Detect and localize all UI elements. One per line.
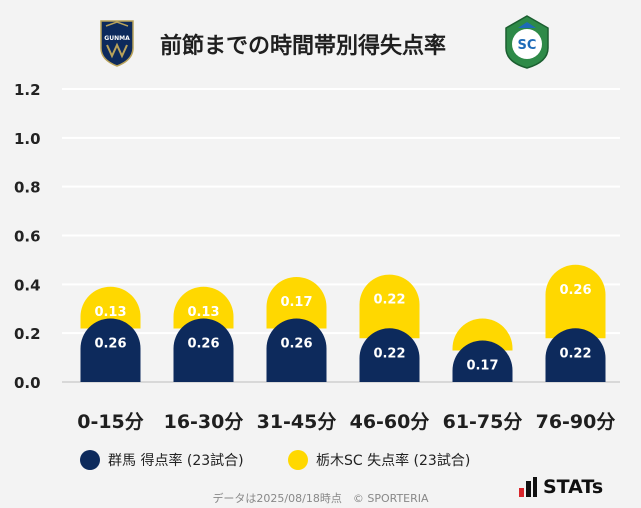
bar-tochigi [545, 264, 606, 339]
data-label-gunma: 0.17 [466, 358, 498, 373]
bar-gunma [173, 318, 234, 382]
stats-brand: STATs [518, 476, 603, 498]
y-tick-label: 0.6 [14, 228, 41, 246]
x-tick-label: 31-45分 [257, 411, 337, 433]
y-tick-label: 1.0 [14, 130, 41, 148]
legend-label-gunma: 群馬 得点率 (23試合) [108, 453, 244, 469]
x-tick-label: 0-15分 [77, 411, 144, 433]
x-tick-label: 46-60分 [350, 411, 430, 433]
bar-tochigi [173, 286, 234, 329]
bar-gunma [80, 318, 141, 382]
data-label-tochigi: 0.26 [559, 283, 591, 298]
data-date-note: データは2025/08/18時点 © SPORTERIA [212, 492, 429, 505]
data-label-tochigi: 0.17 [280, 295, 312, 310]
y-tick-label: 0.0 [14, 374, 41, 392]
stats-logo-icon [519, 477, 537, 497]
y-tick-label: 0.2 [14, 325, 41, 343]
bar-tochigi [80, 286, 141, 329]
bar-tochigi [359, 274, 420, 339]
tochigi-sc-crest-icon: SC [505, 15, 549, 69]
y-tick-label: 0.4 [14, 276, 41, 294]
data-label-gunma: 0.26 [187, 337, 219, 352]
tochigi-sc-crest-text: SC [518, 38, 537, 53]
data-label-tochigi: 0.22 [373, 293, 405, 308]
chart-header: GUNMA 前節までの時間帯別得失点率 SC [0, 0, 641, 80]
bar-gunma [545, 328, 606, 382]
bar-gunma [359, 328, 420, 382]
chart-title: 前節までの時間帯別得失点率 [160, 34, 447, 59]
x-tick-label: 61-75分 [443, 411, 523, 433]
bar-gunma [266, 318, 327, 382]
x-tick-label: 76-90分 [536, 411, 616, 433]
data-label-gunma: 0.22 [373, 346, 405, 361]
legend-swatch-tochigi [288, 450, 308, 470]
gunma-crest-text: GUNMA [104, 35, 130, 42]
data-label-tochigi: 0.13 [94, 305, 126, 320]
legend-label-tochigi: 栃木SC 失点率 (23試合) [316, 453, 471, 469]
data-label-tochigi: 0.13 [187, 305, 219, 320]
x-tick-label: 16-30分 [164, 411, 244, 433]
chart-canvas: 0.0 0.2 0.4 0.6 0.8 1.0 1.2 0.26 0.13 0-15分 0.26 0.… [14, 81, 620, 433]
gunma-crest-icon: GUNMA [100, 20, 134, 67]
y-tick-label: 0.8 [14, 179, 41, 197]
chart-legend: 群馬 得点率 (23試合) 栃木SC 失点率 (23試合) [80, 450, 600, 474]
bar-gunma [452, 340, 513, 382]
legend-swatch-gunma [80, 450, 100, 470]
data-label-gunma: 0.22 [559, 346, 591, 361]
stats-wordmark: STATs [543, 476, 604, 498]
y-tick-label: 1.2 [14, 81, 41, 99]
data-label-gunma: 0.26 [280, 337, 312, 352]
legend-item-gunma: 群馬 得点率 (23試合) [80, 450, 244, 470]
bar-tochigi [452, 318, 513, 351]
data-label-gunma: 0.26 [94, 337, 126, 352]
legend-item-tochigi: 栃木SC 失点率 (23試合) [288, 450, 470, 470]
bar-tochigi [266, 277, 327, 329]
